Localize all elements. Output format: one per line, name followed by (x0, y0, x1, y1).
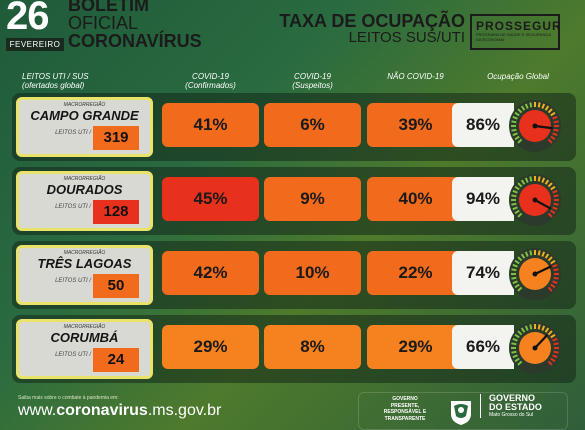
footer: Saiba mais sobre o combate à pandemia em… (0, 392, 585, 430)
occupancy-gauge-icon (509, 100, 561, 152)
estado-line1: GOVERNO (489, 393, 536, 403)
global-value: 66% (452, 325, 514, 369)
region-card: MACRORREGIÃO DOURADOS LEITOS UTI / SUS 1… (16, 171, 153, 231)
col-header-suspeitos-line2: (Suspeitos) (292, 81, 333, 91)
region-card: MACRORREGIÃO TRÊS LAGOAS LEITOS UTI / SU… (16, 245, 153, 305)
global-value: 86% (452, 103, 514, 147)
government-slogan: GOVERNO PRESENTE, RESPONSÁVEL E TRANSPAR… (368, 396, 442, 422)
suspeitos-value: 6% (264, 103, 361, 147)
footer-caption: Saiba mais sobre o combate à pandemia em… (18, 395, 119, 401)
col-header-confirmados: COVID-19 (Confirmados) (162, 72, 259, 90)
slogan-line2: PRESENTE, (390, 402, 420, 409)
nao-covid-value: 22% (367, 251, 464, 295)
prossegur-subtitle: PROGRAMA DE SAÚDE E SEGURANÇA DA ECONOMI… (476, 32, 551, 42)
region-row-dourados: MACRORREGIÃO DOURADOS LEITOS UTI / SUS 1… (12, 167, 576, 235)
col-header-leitos-line2: (ofertados global) (22, 81, 85, 91)
col-header-leitos-line1: LEITOS UTI / SUS (22, 72, 89, 81)
slogan-line1: GOVERNO (392, 396, 418, 402)
region-name: CORUMBÁ (50, 330, 119, 345)
region-name: TRÊS LAGOAS (37, 256, 132, 271)
prossegur-name: PROSSEGUR (476, 19, 562, 33)
footer-url-link[interactable]: www.coronavirus.ms.gov.br (18, 402, 221, 420)
col-header-nao-covid: NÃO COVID-19 (387, 72, 444, 81)
header: 26 FEVEREIRO BOLETIM OFICIAL CORONAVÍRUS… (0, 0, 585, 56)
col-header-global: Ocupação Global (487, 72, 549, 81)
url-suffix: .ms.gov.br (147, 402, 222, 419)
region-leitos-label: LEITOS UTI / SUS (55, 278, 105, 284)
region-macro-label: MACRORREGIÃO (63, 102, 106, 108)
title-line1: BOLETIM (68, 0, 149, 15)
region-capacity: 319 (93, 126, 139, 150)
occupancy-gauge-icon (509, 174, 561, 226)
title-line2: OFICIAL (68, 13, 139, 33)
suspeitos-value: 8% (264, 325, 361, 369)
slogan-line4: TRANSPARENTE (384, 415, 426, 422)
col-header-suspeitos-line1: COVID-19 (294, 72, 331, 81)
date-day: 26 (6, 0, 49, 38)
region-name: CAMPO GRANDE (30, 108, 139, 123)
occupancy-title-line2: LEITOS SUS/UTI (348, 29, 465, 46)
url-prefix: www. (18, 402, 57, 419)
title-line3: CORONAVÍRUS (68, 31, 202, 51)
region-capacity: 24 (93, 348, 139, 372)
nao-covid-value: 29% (367, 325, 464, 369)
nao-covid-value: 39% (367, 103, 464, 147)
occupancy-gauge-icon (509, 248, 561, 300)
region-capacity: 50 (93, 274, 139, 298)
suspeitos-value: 9% (264, 177, 361, 221)
state-government-label: GOVERNO DO ESTADO Mato Grosso do Sul (480, 393, 542, 419)
nao-covid-value: 40% (367, 177, 464, 221)
date-badge: 26 FEVEREIRO (4, 0, 64, 52)
suspeitos-value: 10% (264, 251, 361, 295)
region-capacity: 128 (93, 200, 139, 224)
region-leitos-label: LEITOS UTI / SUS (55, 352, 105, 358)
slogan-line3: RESPONSÁVEL E (383, 409, 427, 415)
occupancy-gauge-icon (509, 322, 561, 374)
region-name: DOURADOS (46, 182, 123, 197)
estado-line2: DO ESTADO (489, 402, 542, 413)
url-bold: coronavirus (56, 402, 148, 419)
col-header-confirmados-line1: COVID-19 (192, 72, 229, 81)
col-header-leitos: LEITOS UTI / SUS (ofertados global) (22, 72, 142, 90)
date-month: FEVEREIRO (6, 38, 64, 51)
confirmados-value: 42% (162, 251, 259, 295)
region-macro-label: MACRORREGIÃO (63, 176, 106, 182)
col-header-confirmados-line2: (Confirmados) (185, 81, 236, 91)
prossegur-logo: PROSSEGUR PROGRAMA DE SAÚDE E SEGURANÇA … (470, 14, 562, 50)
confirmados-value: 29% (162, 325, 259, 369)
region-leitos-label: LEITOS UTI / SUS (55, 204, 105, 210)
bulletin-title: BOLETIM OFICIAL CORONAVÍRUS (68, 0, 202, 50)
region-leitos-label: LEITOS UTI / SUS (55, 130, 105, 136)
region-row-tres-lagoas: MACRORREGIÃO TRÊS LAGOAS LEITOS UTI / SU… (12, 241, 576, 309)
global-value: 74% (452, 251, 514, 295)
region-card: MACRORREGIÃO CORUMBÁ LEITOS UTI / SUS 24 (16, 319, 153, 379)
region-row-campo-grande: MACRORREGIÃO CAMPO GRANDE LEITOS UTI / S… (12, 93, 576, 161)
state-emblem-icon (451, 401, 471, 425)
estado-line3: Mato Grosso do Sul (489, 411, 534, 418)
confirmados-value: 45% (162, 177, 259, 221)
occupancy-title: TAXA DE OCUPAÇÃO LEITOS SUS/UTI (270, 12, 465, 45)
confirmados-value: 41% (162, 103, 259, 147)
region-row-corumba: MACRORREGIÃO CORUMBÁ LEITOS UTI / SUS 24… (12, 315, 576, 383)
region-macro-label: MACRORREGIÃO (63, 250, 106, 256)
occupancy-title-line1: TAXA DE OCUPAÇÃO (279, 11, 465, 31)
col-header-suspeitos: COVID-19 (Suspeitos) (264, 72, 361, 90)
global-value: 94% (452, 177, 514, 221)
region-macro-label: MACRORREGIÃO (63, 324, 106, 330)
region-card: MACRORREGIÃO CAMPO GRANDE LEITOS UTI / S… (16, 97, 153, 157)
